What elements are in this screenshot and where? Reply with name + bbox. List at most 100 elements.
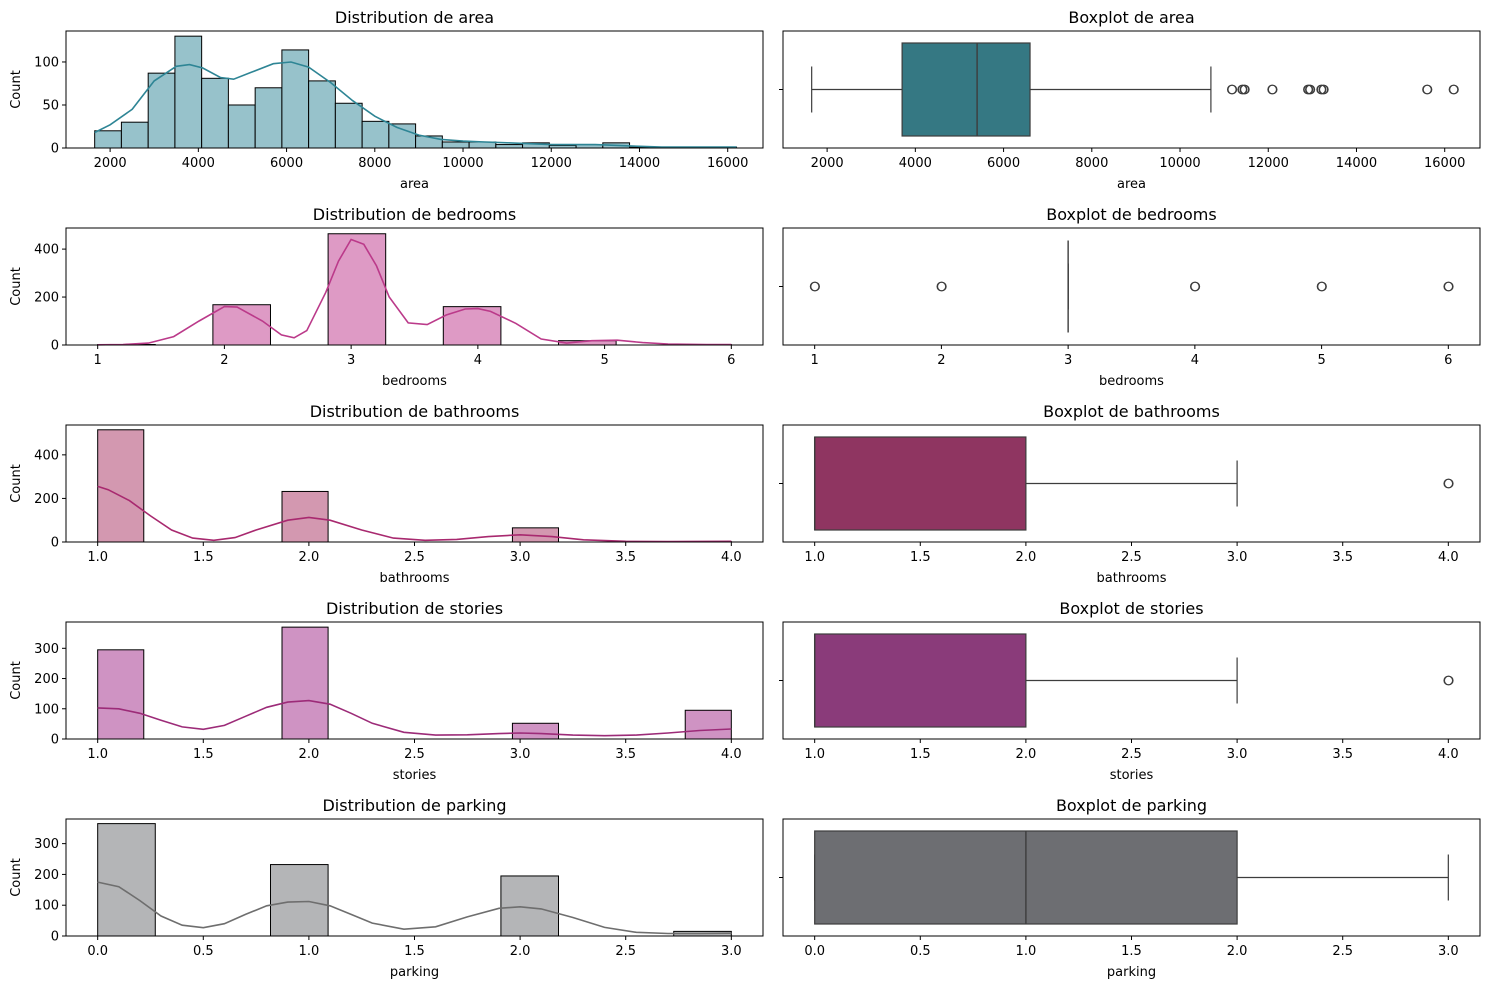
outlier-point bbox=[1443, 675, 1454, 686]
x-tick-label: 0.0 bbox=[87, 944, 108, 959]
x-tick-label: 0.5 bbox=[910, 944, 931, 959]
outlier-point bbox=[1444, 281, 1454, 292]
x-tick-label: 1 bbox=[811, 353, 819, 368]
chart-title: Distribution de bathrooms bbox=[310, 402, 520, 421]
x-tick-label: 2000 bbox=[94, 156, 127, 171]
histogram-bar bbox=[254, 87, 283, 149]
outlier-point bbox=[809, 281, 820, 292]
x-tick-label: 1.0 bbox=[804, 747, 825, 762]
histogram-bar bbox=[281, 626, 329, 740]
x-tick-label: 2.5 bbox=[1121, 747, 1142, 762]
outlier-point bbox=[1226, 84, 1237, 95]
chart-panel-1: Boxplot de area 2000 4000 6000 8000 10000 1200… bbox=[779, 8, 1481, 192]
chart-panel-7: Boxplot de stories 1.0 1.5 2.0 2.5 3.0 3.5 4.0 s… bbox=[779, 599, 1481, 783]
x-tick-label: 1.5 bbox=[910, 550, 931, 565]
x-tick-label: 2.0 bbox=[1016, 550, 1037, 565]
chart-title: Distribution de stories bbox=[326, 599, 503, 618]
x-tick-label: 2 bbox=[220, 353, 228, 368]
x-tick-label: 3.0 bbox=[1438, 944, 1459, 959]
y-axis-label: Count bbox=[9, 858, 24, 897]
x-tick-label: 4 bbox=[474, 353, 482, 368]
y-axis-label: Count bbox=[9, 267, 24, 306]
x-tick-label: 1.0 bbox=[1016, 944, 1037, 959]
histogram-bar bbox=[327, 233, 387, 346]
x-axis-label: parking bbox=[390, 965, 439, 980]
histogram-bar bbox=[97, 823, 156, 937]
y-tick-label: 200 bbox=[34, 492, 59, 507]
y-tick-label: 0 bbox=[51, 339, 59, 354]
x-tick-label: 2.5 bbox=[1332, 944, 1353, 959]
y-tick-label: 300 bbox=[34, 837, 59, 852]
outlier-point bbox=[1240, 84, 1250, 95]
kde-line bbox=[94, 61, 737, 148]
x-tick-label: 1.5 bbox=[193, 550, 214, 565]
outlier-point bbox=[1190, 281, 1201, 292]
x-tick-label: 3.0 bbox=[1227, 747, 1248, 762]
x-tick-label: 2.0 bbox=[299, 747, 320, 762]
x-tick-label: 1 bbox=[94, 353, 102, 368]
y-tick-label: 400 bbox=[34, 448, 59, 463]
histogram-bar bbox=[227, 104, 256, 149]
x-tick-label: 4.0 bbox=[721, 747, 742, 762]
outlier-point bbox=[1227, 84, 1238, 95]
x-tick-label: 2.0 bbox=[510, 944, 531, 959]
x-tick-label: 10000 bbox=[1159, 156, 1200, 171]
axes-frame bbox=[782, 227, 1481, 346]
x-tick-label: 1.5 bbox=[193, 747, 214, 762]
x-tick-label: 3 bbox=[347, 353, 355, 368]
chart-panel-9: Boxplot de parking 0.0 0.5 1.0 1.5 2.0 2.5 3.0 p… bbox=[779, 796, 1481, 980]
histogram-bar bbox=[94, 130, 122, 149]
histogram-bar bbox=[388, 123, 417, 149]
x-tick-label: 8000 bbox=[358, 156, 391, 171]
x-tick-label: 16000 bbox=[707, 156, 748, 171]
x-tick-label: 3.5 bbox=[615, 747, 636, 762]
x-tick-label: 4.0 bbox=[1438, 747, 1459, 762]
x-tick-label: 1.5 bbox=[1121, 944, 1142, 959]
histogram-bar bbox=[684, 709, 732, 740]
axes-frame bbox=[782, 818, 1481, 937]
chart-panel-8: Distribution de parking 0 100 200 300 Count 0.… bbox=[9, 796, 764, 980]
x-tick-label: 4 bbox=[1191, 353, 1199, 368]
outlier-point bbox=[1317, 281, 1327, 292]
y-tick-label: 100 bbox=[34, 55, 59, 70]
x-axis-label: area bbox=[400, 177, 429, 192]
x-tick-label: 3.0 bbox=[510, 550, 531, 565]
x-tick-label: 3.5 bbox=[615, 550, 636, 565]
x-tick-label: 2.5 bbox=[1121, 550, 1142, 565]
x-tick-label: 1.0 bbox=[804, 550, 825, 565]
axes-frame bbox=[65, 621, 764, 740]
outlier-point bbox=[810, 281, 820, 292]
outlier-point bbox=[1448, 84, 1459, 95]
outlier-point bbox=[1422, 84, 1432, 95]
histogram-bar bbox=[281, 49, 310, 149]
box bbox=[814, 436, 1027, 531]
x-tick-label: 1.0 bbox=[87, 550, 108, 565]
x-tick-label: 6000 bbox=[987, 156, 1020, 171]
x-tick-label: 2.0 bbox=[1016, 747, 1037, 762]
x-tick-label: 5 bbox=[600, 353, 608, 368]
y-tick-label: 200 bbox=[34, 868, 59, 883]
x-tick-label: 2.5 bbox=[404, 747, 425, 762]
kde-line bbox=[97, 699, 732, 737]
histogram-bar bbox=[334, 102, 363, 149]
x-tick-label: 1.5 bbox=[404, 944, 425, 959]
x-tick-label: 1.0 bbox=[87, 747, 108, 762]
histogram-bar bbox=[281, 490, 329, 543]
kde-line bbox=[97, 485, 732, 543]
axes-frame bbox=[65, 818, 764, 937]
outlier-point bbox=[1267, 84, 1278, 95]
y-tick-label: 50 bbox=[42, 98, 59, 113]
chart-panel-6: Distribution de stories 0 100 200 300 Count 1.… bbox=[9, 599, 764, 783]
y-axis-label: Count bbox=[9, 661, 24, 700]
x-tick-label: 10000 bbox=[442, 156, 483, 171]
y-axis-label: Count bbox=[9, 464, 24, 503]
histogram-bar bbox=[147, 72, 176, 149]
chart-title: Distribution de bedrooms bbox=[313, 205, 516, 224]
histogram-bar bbox=[212, 304, 271, 346]
x-tick-label: 2.5 bbox=[615, 944, 636, 959]
x-tick-label: 12000 bbox=[1248, 156, 1289, 171]
y-tick-label: 200 bbox=[34, 291, 59, 306]
outlier-point bbox=[1319, 84, 1329, 95]
outlier-point bbox=[936, 281, 947, 292]
